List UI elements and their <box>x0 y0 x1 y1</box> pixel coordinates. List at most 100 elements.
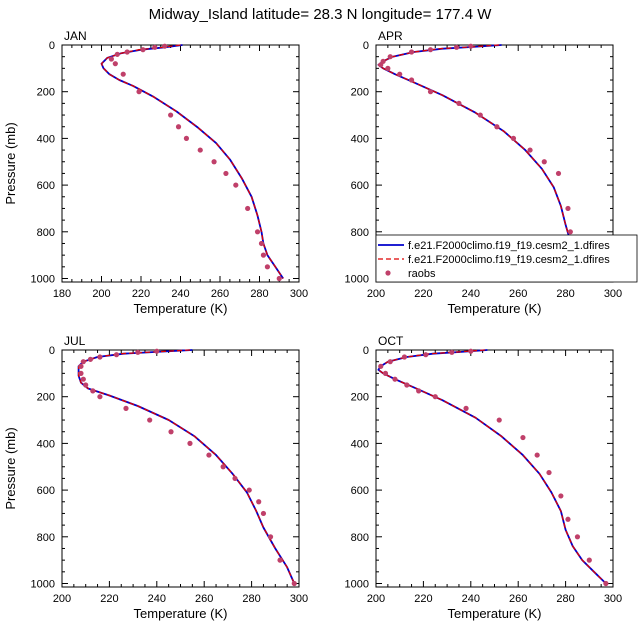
series-line-solid <box>100 44 284 280</box>
raobs-point <box>520 434 526 441</box>
x-tick-label: 220 <box>100 593 118 605</box>
raobs-point <box>120 71 126 77</box>
raobs-point <box>246 487 252 493</box>
y-tick-label: 1000 <box>345 273 369 285</box>
raobs-point <box>197 147 203 153</box>
panel-label: JAN <box>64 29 87 43</box>
raobs-point <box>378 62 384 68</box>
raobs-point <box>168 112 174 118</box>
x-tick-label: 280 <box>556 593 574 605</box>
panel-jul: JUL 200 220 240 260 280 300 0 200 400 600 800 1000 Te… <box>3 334 308 621</box>
x-tick-label: 280 <box>242 593 260 605</box>
x-tick-label: 220 <box>132 288 150 300</box>
raobs-point <box>232 475 238 482</box>
y-axis-label: Pressure (mb) <box>3 122 18 204</box>
raobs-point <box>223 170 229 177</box>
legend-marker <box>385 270 391 276</box>
x-axis-label: Temperature (K) <box>448 301 542 316</box>
x-tick-label: 260 <box>509 288 527 300</box>
raobs-point <box>78 363 84 369</box>
x-tick-label: 240 <box>462 593 480 605</box>
raobs-point <box>80 376 86 382</box>
y-tick-label: 800 <box>351 227 369 239</box>
raobs-point <box>432 394 438 400</box>
series-line-dashed <box>377 44 595 279</box>
series-line-dashed <box>377 349 607 584</box>
raobs-point <box>427 89 434 95</box>
x-tick-label: 260 <box>211 288 229 300</box>
x-tick-label: 300 <box>290 593 308 605</box>
raobs-point <box>277 557 283 563</box>
raobs-point <box>220 464 226 470</box>
y-tick-label: 200 <box>351 392 369 404</box>
raobs-point <box>496 417 502 423</box>
raobs-point <box>260 510 267 517</box>
raobs-point <box>152 44 158 50</box>
raobs-point <box>385 65 391 71</box>
x-tick-label: 220 <box>414 593 432 605</box>
raobs-point <box>154 348 160 354</box>
y-tick-label: 400 <box>351 438 369 450</box>
raobs-point <box>387 359 393 365</box>
x-axis-label: Temperature (K) <box>448 606 542 621</box>
raobs-point <box>113 352 120 358</box>
y-tick-label: 600 <box>351 485 369 497</box>
raobs-point <box>477 112 483 118</box>
raobs-point <box>382 370 389 376</box>
raobs-point <box>494 124 500 130</box>
raobs-point <box>264 264 270 270</box>
raobs-point <box>187 440 193 446</box>
raobs-point <box>565 516 571 522</box>
y-tick-label: 600 <box>351 180 369 192</box>
raobs-point <box>254 229 261 235</box>
panel-apr: APR 200 220 240 260 280 300 0 200 400 600 800 1000 Te… <box>345 29 623 316</box>
x-tick-label: 200 <box>53 593 71 605</box>
panel-label: OCT <box>378 334 404 348</box>
raobs-point <box>136 89 142 95</box>
x-axis-label: Temperature (K) <box>134 606 228 621</box>
raobs-point <box>291 580 297 587</box>
raobs-point <box>256 499 262 505</box>
raobs-point <box>108 56 114 62</box>
raobs-point <box>463 405 469 411</box>
x-tick-label: 300 <box>604 593 622 605</box>
x-tick-label: 180 <box>53 288 71 300</box>
raobs-point <box>147 417 153 423</box>
raobs-markers <box>78 348 297 587</box>
raobs-point <box>555 170 562 177</box>
raobs-point <box>408 49 415 55</box>
y-tick-label: 400 <box>37 438 55 450</box>
raobs-point <box>124 49 130 55</box>
raobs-point <box>276 275 282 282</box>
x-tick-label: 200 <box>92 288 110 300</box>
raobs-point <box>90 388 96 394</box>
raobs-point <box>378 363 384 369</box>
raobs-point <box>97 354 103 360</box>
y-axis-label: Pressure (mb) <box>3 427 18 509</box>
x-tick-label: 280 <box>556 288 574 300</box>
raobs-point <box>546 469 552 476</box>
y-tick-label: 0 <box>363 345 369 357</box>
raobs-point <box>401 354 408 360</box>
raobs-point <box>574 534 581 540</box>
raobs-point <box>527 147 533 153</box>
raobs-point <box>175 124 182 130</box>
y-tick-label: 600 <box>37 485 55 497</box>
panels: JAN 180 200 220 240 260 280 300 0 200 400 600 800 100… <box>3 29 622 621</box>
panel-oct: OCT 200 220 240 260 280 300 0 200 400 600 800 1000 Te… <box>345 334 623 621</box>
y-tick-label: 200 <box>37 392 55 404</box>
raobs-point <box>468 43 474 49</box>
raobs-point <box>453 44 460 50</box>
plot-frame <box>61 44 300 283</box>
y-tick-label: 0 <box>49 345 55 357</box>
legend: f.e21.F2000climo.f19_f19.cesm2_1.dfiresf… <box>375 234 638 283</box>
x-tick-label: 200 <box>367 288 385 300</box>
raobs-point <box>468 348 474 354</box>
legend-label: f.e21.F2000climo.f19_f19.cesm2_1.dfires <box>408 254 610 266</box>
raobs-point <box>258 240 265 247</box>
raobs-point <box>534 452 540 458</box>
raobs-point <box>603 580 609 587</box>
raobs-point <box>456 100 462 106</box>
raobs-point <box>87 356 94 362</box>
